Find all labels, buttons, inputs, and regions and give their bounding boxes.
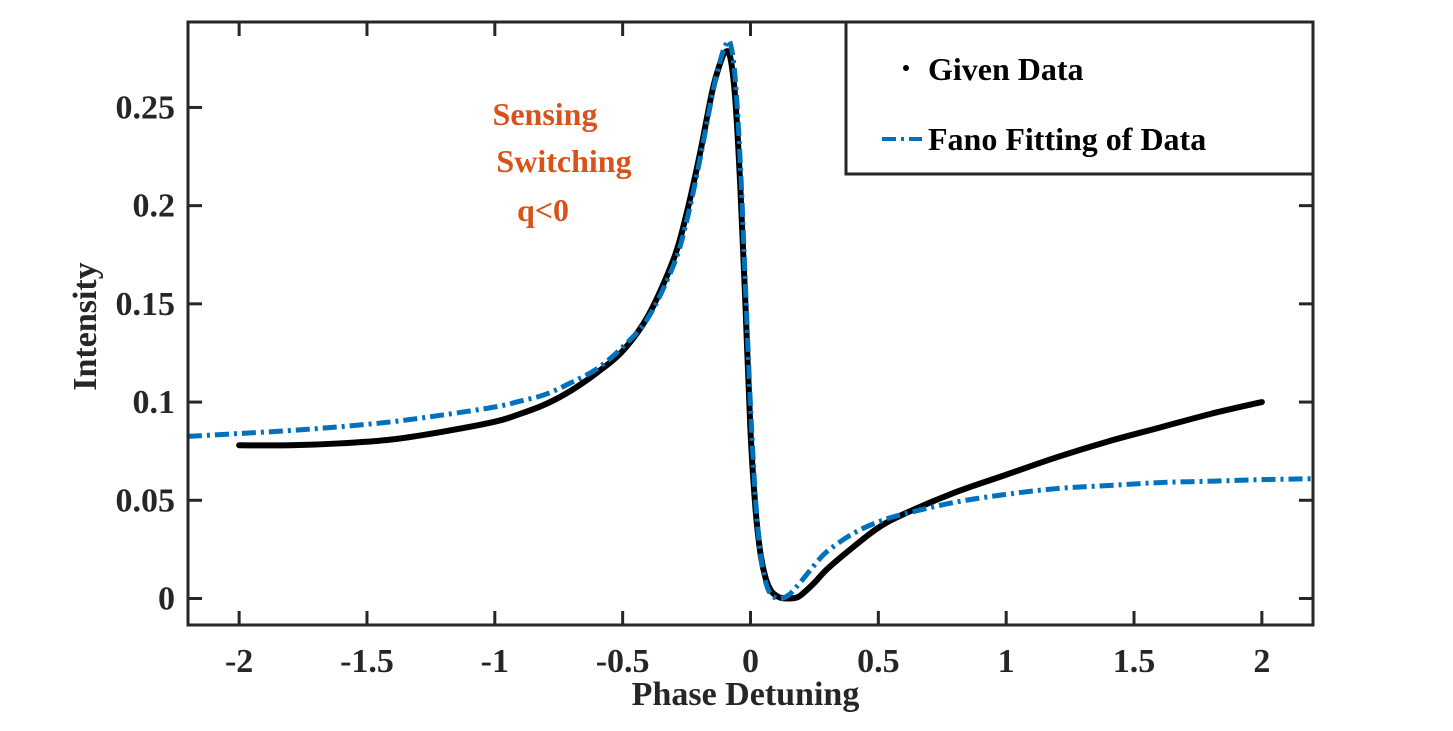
annotation-line: Switching <box>496 143 631 179</box>
legend: Given Data Fano Fitting of Data <box>844 20 1315 176</box>
annotation-line: q<0 <box>517 192 569 228</box>
x-axis-label: Phase Detuning <box>632 676 860 713</box>
y-tick-label: 0.15 <box>116 286 176 323</box>
x-tick-label: -1 <box>481 643 509 680</box>
legend-label-given-data: Given Data <box>928 51 1084 87</box>
y-tick-label: 0.25 <box>116 89 176 126</box>
y-axis-label: Intensity <box>67 262 104 390</box>
x-tick-label: 1 <box>998 643 1015 680</box>
annotation: Sensing Switching q<0 <box>493 96 632 228</box>
annotation-line: Sensing <box>493 96 598 132</box>
legend-box <box>844 20 1315 176</box>
y-tick-label: 0.05 <box>116 482 176 519</box>
x-tick-label: 0.5 <box>857 643 900 680</box>
fano-fit-line <box>188 38 1313 602</box>
legend-label-fano-fit: Fano Fitting of Data <box>928 121 1206 157</box>
x-tick-label: -2 <box>225 643 253 680</box>
x-tick-label: 2 <box>1253 643 1270 680</box>
series-fano-fit <box>188 38 1313 602</box>
y-tick-label: 0.1 <box>133 384 176 421</box>
x-tick-label: -1.5 <box>340 643 394 680</box>
legend-dot-marker <box>903 65 909 71</box>
x-tick-label: -0.5 <box>596 643 650 680</box>
y-tick-label: 0 <box>158 580 175 617</box>
y-tick-label: 0.2 <box>133 188 176 225</box>
ticks-layer: -2 -1.5 -1 -0.5 0 0.5 1 1.5 2 0 0.05 0.1 0.15 0.2 0.25 <box>116 22 1313 680</box>
series-layer <box>188 38 1313 602</box>
x-tick-label: 0 <box>742 643 759 680</box>
x-tick-label: 1.5 <box>1113 643 1156 680</box>
